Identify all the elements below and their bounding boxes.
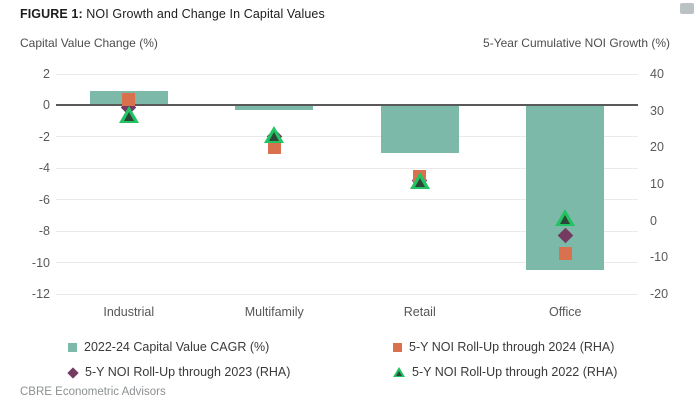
left-axis-tick-label: -4 <box>38 161 50 176</box>
gridline <box>56 73 638 75</box>
marker-triangle-inner <box>269 132 280 141</box>
category-label-retail: Retail <box>403 305 436 319</box>
bar-office <box>526 105 605 271</box>
legend-square-teal-icon <box>68 343 77 352</box>
figure-title: FIGURE 1: NOI Growth and Change In Capit… <box>20 7 325 21</box>
legend-diamond-plum-icon <box>67 366 79 379</box>
marker-triangle-2022 <box>555 208 576 226</box>
legend-item-noi-2022: 5-Y NOI Roll-Up through 2022 (RHA) <box>393 365 617 380</box>
right-axis-tick-label: 10 <box>650 177 664 191</box>
left-axis-tick-label: -6 <box>38 192 50 207</box>
gridline <box>56 167 638 169</box>
legend-item-noi-2023: 5-Y NOI Roll-Up through 2023 (RHA) <box>67 365 291 380</box>
category-label-multifamily: Multifamily <box>244 305 304 319</box>
marker-square-2024 <box>267 140 281 154</box>
marker-triangle-2022 <box>264 126 285 143</box>
legend-label: 5-Y NOI Roll-Up through 2024 (RHA) <box>409 340 615 354</box>
category-label-office: Office <box>549 305 582 319</box>
gridline <box>56 199 638 201</box>
bar-multifamily <box>235 105 314 111</box>
right-axis-title: 5-Year Cumulative NOI Growth (%) <box>483 36 670 50</box>
right-axis-tick-label: 20 <box>650 140 664 155</box>
figure-title-prefix: FIGURE 1: <box>20 7 83 21</box>
legend-triangle-green-icon <box>393 367 405 377</box>
gridline <box>56 293 638 295</box>
legend-item-capital-value-cagr: 2022-24 Capital Value CAGR (%) <box>68 340 269 355</box>
marker-square-2024 <box>558 247 572 261</box>
zero-axis-line <box>56 104 638 107</box>
right-axis-tick-label: 0 <box>650 213 657 228</box>
gridline <box>56 136 638 138</box>
legend-label: 5-Y NOI Roll-Up through 2023 (RHA) <box>85 365 291 379</box>
legend-square-orange-icon <box>393 343 402 352</box>
right-axis-tick-label: -20 <box>650 287 669 301</box>
legend-item-noi-2024: 5-Y NOI Roll-Up through 2024 (RHA) <box>393 340 614 355</box>
marker-triangle-2022 <box>409 171 430 189</box>
corner-watermark <box>680 3 694 14</box>
right-axis-tick-label: 40 <box>650 67 664 81</box>
legend-label: 5-Y NOI Roll-Up through 2022 (RHA) <box>412 365 618 379</box>
legend-label: 2022-24 Capital Value CAGR (%) <box>84 340 270 354</box>
gridline <box>56 230 638 232</box>
bar-retail <box>380 105 459 153</box>
gridline <box>56 262 638 264</box>
left-axis-title: Capital Value Change (%) <box>20 36 158 50</box>
right-axis-tick-label: -10 <box>650 250 669 265</box>
left-axis-tick-label: 2 <box>43 67 50 81</box>
left-axis-tick-label: -2 <box>38 129 50 144</box>
left-axis-tick-label: -8 <box>38 224 50 239</box>
marker-triangle-inner <box>414 177 425 187</box>
marker-triangle-inner <box>123 111 134 121</box>
left-axis-tick-label: -10 <box>31 255 50 270</box>
marker-square-2024 <box>122 93 136 107</box>
figure-title-text: NOI Growth and Change In Capital Values <box>82 7 325 21</box>
marker-triangle-2022 <box>118 105 139 123</box>
marker-triangle-inner <box>560 214 571 224</box>
left-axis-tick-label: -12 <box>31 287 50 301</box>
right-axis-tick-label: 30 <box>650 103 664 118</box>
legend-triangle-inner <box>396 371 402 376</box>
source-attribution: CBRE Econometric Advisors <box>20 386 166 398</box>
category-label-industrial: Industrial <box>103 305 155 319</box>
left-axis-tick-label: 0 <box>43 98 50 113</box>
